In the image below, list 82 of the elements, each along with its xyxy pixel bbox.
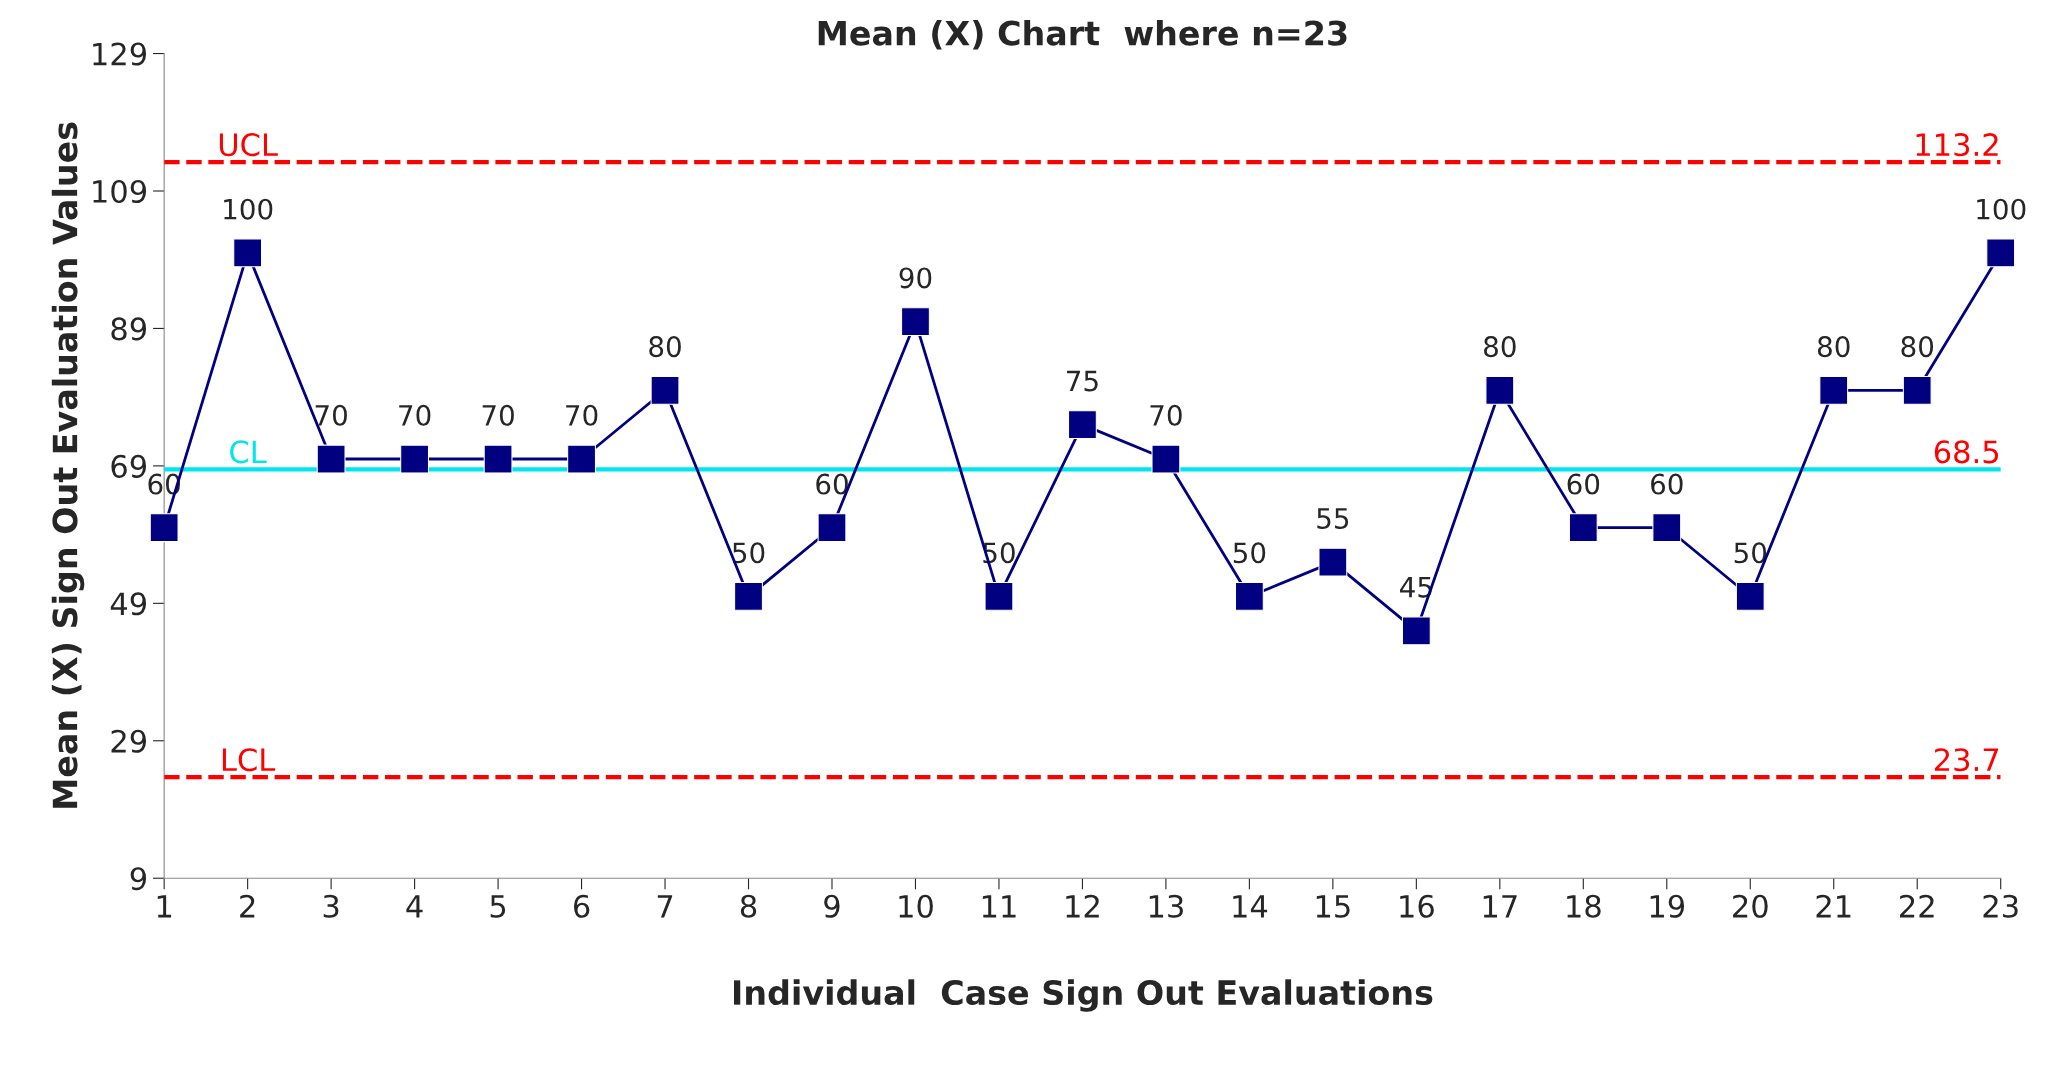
data-label: 70 <box>399 404 431 426</box>
data-label: 70 <box>1150 404 1182 426</box>
x-tick-label: 23 <box>1983 894 2018 918</box>
data-label: 80 <box>649 336 681 358</box>
y-tick-label: 129 <box>93 42 147 66</box>
chart-title: Mean (X) Chart where n=23 <box>818 19 1347 50</box>
x-tick-label: 2 <box>240 894 255 918</box>
data-label: 100 <box>224 198 273 220</box>
point <box>1485 375 1515 405</box>
point <box>1318 547 1348 577</box>
x-tick-label: 11 <box>982 895 1016 918</box>
data-label: 50 <box>1233 542 1266 564</box>
point <box>1652 513 1682 543</box>
point <box>1401 616 1431 646</box>
point <box>316 444 346 474</box>
point <box>567 444 596 474</box>
x-tick-label: 22 <box>1900 894 1934 918</box>
ref-line-label: CL <box>230 440 267 464</box>
ref-line-label: LCL <box>222 748 276 772</box>
data-label: 80 <box>1901 336 1934 358</box>
y-tick-label: 9 <box>130 867 147 891</box>
data-label: 75 <box>1067 370 1098 392</box>
x-tick-label: 7 <box>657 895 673 918</box>
x-tick-label: 6 <box>573 894 590 918</box>
point <box>817 513 847 543</box>
data-label: 70 <box>566 404 598 426</box>
x-tick-label: 15 <box>1316 895 1350 918</box>
point <box>149 513 179 543</box>
point <box>483 444 513 474</box>
ref-line-label: UCL <box>219 133 278 157</box>
point <box>734 582 763 611</box>
data-label: 80 <box>1817 336 1850 358</box>
y-tick-label: 89 <box>111 317 147 341</box>
data-label: 50 <box>732 542 765 564</box>
x-tick-label: 13 <box>1149 894 1183 918</box>
y-tick-label: 69 <box>111 454 147 478</box>
x-tick-label: 9 <box>824 894 840 918</box>
data-label: 70 <box>482 404 514 426</box>
point <box>1151 444 1181 474</box>
data-label: 60 <box>816 473 848 495</box>
point <box>1568 513 1598 543</box>
y-tick-label: 109 <box>93 179 147 204</box>
x-tick-label: 8 <box>740 894 757 918</box>
x-tick-label: 3 <box>323 894 339 918</box>
x-tick-label: 20 <box>1733 894 1768 918</box>
x-tick-label: 19 <box>1650 894 1685 918</box>
point <box>1234 582 1264 611</box>
x-tick-label: 1 <box>157 895 172 918</box>
x-tick-label: 18 <box>1567 894 1601 918</box>
point <box>400 444 430 474</box>
point <box>1068 410 1097 440</box>
point <box>1735 582 1765 611</box>
point <box>650 375 680 405</box>
x-tick-label: 17 <box>1483 895 1517 918</box>
point <box>1986 238 2016 268</box>
x-tick-label: 4 <box>406 895 423 918</box>
annotation: 23.7 <box>1934 748 1999 772</box>
data-label: 80 <box>1484 336 1516 358</box>
annotation: 68.5 <box>1934 440 1999 464</box>
data-label: 60 <box>1567 473 1600 495</box>
data-label: 50 <box>1734 542 1767 564</box>
y-tick-label: 29 <box>111 729 147 753</box>
data-label: 70 <box>315 404 347 426</box>
y-axis-title: Mean (X) Sign Out Evaluation Values <box>51 122 85 808</box>
x-tick-label: 16 <box>1400 894 1434 918</box>
x-tick-label: 10 <box>899 894 933 918</box>
point <box>1902 375 1932 405</box>
x-axis-title: Individual Case Sign Out Evaluations <box>733 979 1433 1012</box>
x-tick-label: 12 <box>1066 894 1099 918</box>
point <box>1819 375 1849 405</box>
data-label: 90 <box>899 267 932 289</box>
point <box>901 307 930 336</box>
annotation: 113.2 <box>1916 133 1998 157</box>
point <box>233 238 263 268</box>
data-label: 60 <box>1651 473 1683 495</box>
data-label: 55 <box>1317 508 1349 529</box>
x-tick-label: 14 <box>1233 895 1268 918</box>
x-tick-label: 5 <box>490 895 506 918</box>
y-tick-label: 49 <box>110 592 147 616</box>
point <box>984 582 1014 611</box>
x-tick-label: 21 <box>1816 894 1851 918</box>
data-label: 100 <box>1977 198 2026 220</box>
